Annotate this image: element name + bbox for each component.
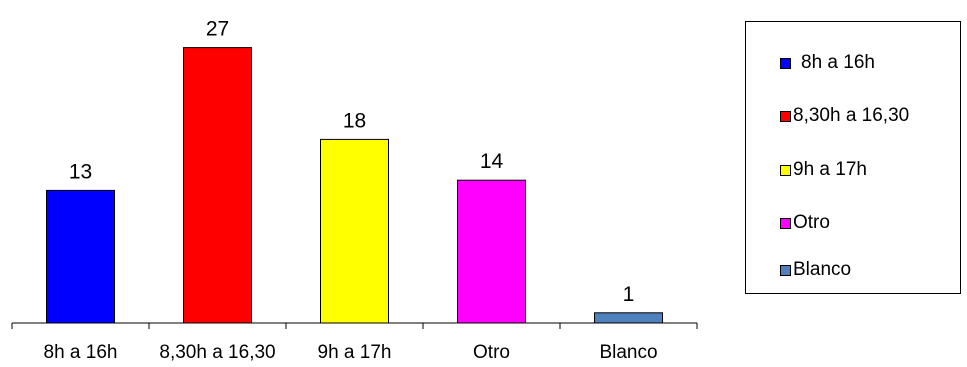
data-label: 14 [480,150,504,173]
bar-1 [46,189,115,324]
legend-label: 9h a 17h [793,159,867,180]
legend-label: Blanco [793,259,852,280]
legend-swatch [780,264,791,276]
legend-swatch [780,164,791,176]
legend-item-blanco: Blanco [780,258,851,282]
x-tick-label: Otro [473,342,510,363]
legend-label: 8,30h a 16,30 [793,105,910,126]
bars-group [46,47,663,324]
legend-swatch [780,110,791,122]
legend-swatch [780,217,791,229]
data-label: 27 [206,18,229,41]
legend-item-8h-a-16h: 8h a 16h [780,51,875,75]
x-axis-ticks [11,323,698,329]
x-tick-label: Blanco [599,342,657,363]
bar-3 [320,138,389,324]
data-label: 18 [343,109,366,132]
x-tick-label: 8h a 16h [44,342,118,363]
data-labels-group: 13 27 18 14 1 [69,18,635,306]
category-labels-group: 8h a 16h 8,30h a 16,30 9h a 17h Otro Blanco [44,342,658,363]
legend-item-9h-a-17h: 9h a 17h [780,158,867,182]
bar-4 [457,179,526,324]
x-tick-label: 9h a 17h [318,342,392,363]
legend-item-otro: Otro [780,211,830,235]
legend: 8h a 16h 8,30h a 16,30 9h a 17h Otro Bla… [745,21,961,294]
legend-label: Otro [793,212,830,233]
bar-5 [594,312,663,324]
legend-label: 8h a 16h [801,52,875,73]
x-tick-label: 8,30h a 16,30 [159,342,275,363]
data-label: 13 [69,160,92,183]
bar-2 [183,47,252,324]
legend-swatch [780,57,791,69]
data-label: 1 [623,283,635,306]
legend-item-8-30h-a-16-30: 8,30h a 16,30 [780,104,909,128]
